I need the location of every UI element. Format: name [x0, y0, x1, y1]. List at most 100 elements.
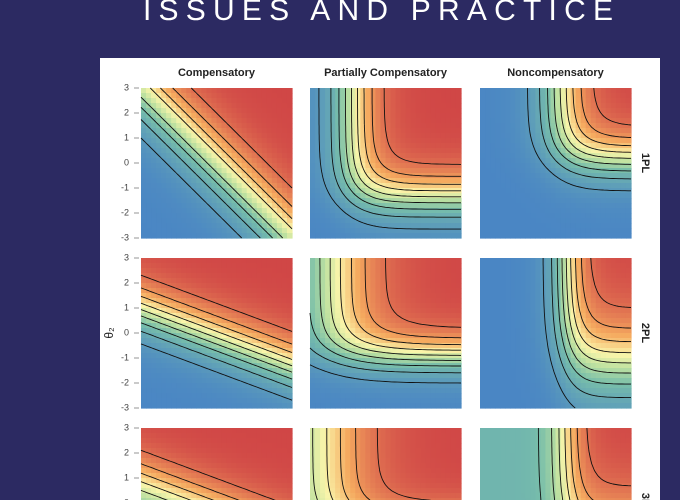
heat-cell — [520, 333, 526, 339]
heat-cell — [385, 398, 392, 404]
heat-cell — [196, 103, 202, 109]
heat-cell — [450, 373, 457, 379]
heat-cell — [600, 158, 607, 164]
heat-cell — [206, 398, 213, 404]
heat-cell — [216, 158, 223, 164]
heat-cell — [256, 128, 263, 134]
heat-cell — [485, 308, 491, 314]
heat-cell — [286, 203, 293, 209]
heat-cell — [500, 373, 506, 379]
heat-cell — [440, 138, 447, 144]
heat-cell — [480, 293, 486, 299]
heat-cell — [340, 133, 346, 139]
heat-cell — [161, 93, 167, 99]
heat-cell — [201, 363, 208, 369]
heat-cell — [191, 393, 197, 399]
heat-cell — [405, 308, 412, 314]
heat-cell — [505, 273, 511, 279]
heat-cell — [315, 158, 321, 164]
heat-cell — [430, 258, 437, 264]
heat-cell — [405, 198, 412, 204]
heat-cell — [370, 323, 377, 329]
heat-cell — [171, 193, 177, 199]
heat-cell — [186, 268, 192, 274]
heat-cell — [405, 128, 412, 134]
heat-cell — [236, 288, 243, 294]
heat-cell — [276, 378, 283, 384]
heat-cell — [500, 293, 506, 299]
heat-cell — [610, 118, 617, 124]
heat-cell — [590, 218, 597, 224]
heat-cell — [271, 103, 278, 109]
heat-cell — [191, 298, 197, 304]
heat-cell — [241, 303, 248, 309]
heat-cell — [390, 178, 397, 184]
y-tick-label: -1 — [121, 182, 129, 192]
heat-cell — [350, 368, 356, 374]
heat-cell — [445, 403, 452, 409]
heat-cell — [385, 293, 392, 299]
heat-cell — [590, 93, 597, 99]
heat-cell — [196, 373, 202, 379]
heat-cell — [161, 228, 167, 234]
heat-cell — [320, 138, 326, 144]
heat-cell — [430, 183, 437, 189]
heat-cell — [555, 88, 562, 94]
heat-cell — [276, 278, 283, 284]
heat-cell — [585, 113, 592, 119]
heat-cell — [580, 103, 587, 109]
heat-cell — [181, 98, 187, 104]
heat-cell — [256, 383, 263, 389]
heat-cell — [445, 163, 452, 169]
heat-cell — [211, 93, 218, 99]
heat-cell — [440, 318, 447, 324]
heat-cell — [505, 93, 511, 99]
heat-cell — [410, 228, 417, 234]
heat-cell — [580, 193, 587, 199]
heat-cell — [241, 153, 248, 159]
heat-cell — [340, 163, 346, 169]
heat-cell — [425, 128, 432, 134]
heat-cell — [435, 108, 442, 114]
heat-cell — [256, 173, 263, 179]
heat-cell — [355, 373, 361, 379]
heat-cell — [455, 308, 462, 314]
heat-cell — [415, 198, 422, 204]
heat-cell — [191, 403, 197, 409]
heat-cell — [380, 378, 387, 384]
heat-cell — [605, 113, 612, 119]
heat-cell — [400, 168, 407, 174]
heat-cell — [445, 93, 452, 99]
heat-cell — [500, 218, 506, 224]
heat-cell — [355, 153, 361, 159]
heat-cell — [390, 388, 397, 394]
heat-cell — [455, 283, 462, 289]
heat-cell — [455, 233, 462, 239]
heat-cell — [385, 158, 392, 164]
heat-cell — [181, 158, 187, 164]
heat-cell — [385, 123, 392, 129]
heat-cell — [350, 298, 356, 304]
heat-cell — [241, 288, 248, 294]
heat-cell — [231, 158, 238, 164]
heat-cell — [251, 263, 258, 269]
heat-cell — [500, 148, 506, 154]
heat-cell — [141, 143, 147, 149]
heat-cell — [385, 168, 392, 174]
heat-cell — [440, 388, 447, 394]
heat-cell — [340, 268, 346, 274]
heat-cell — [226, 168, 233, 174]
heat-cell — [505, 293, 511, 299]
heat-cell — [345, 128, 351, 134]
heat-cell — [440, 113, 447, 119]
heat-cell — [181, 188, 187, 194]
heat-cell — [425, 298, 432, 304]
heat-cell — [141, 283, 147, 289]
heat-cell — [625, 178, 632, 184]
heat-cell — [625, 193, 632, 199]
heat-cell — [545, 183, 552, 189]
heat-cell — [395, 208, 402, 214]
heat-cell — [490, 263, 496, 269]
heat-cell — [435, 273, 442, 279]
